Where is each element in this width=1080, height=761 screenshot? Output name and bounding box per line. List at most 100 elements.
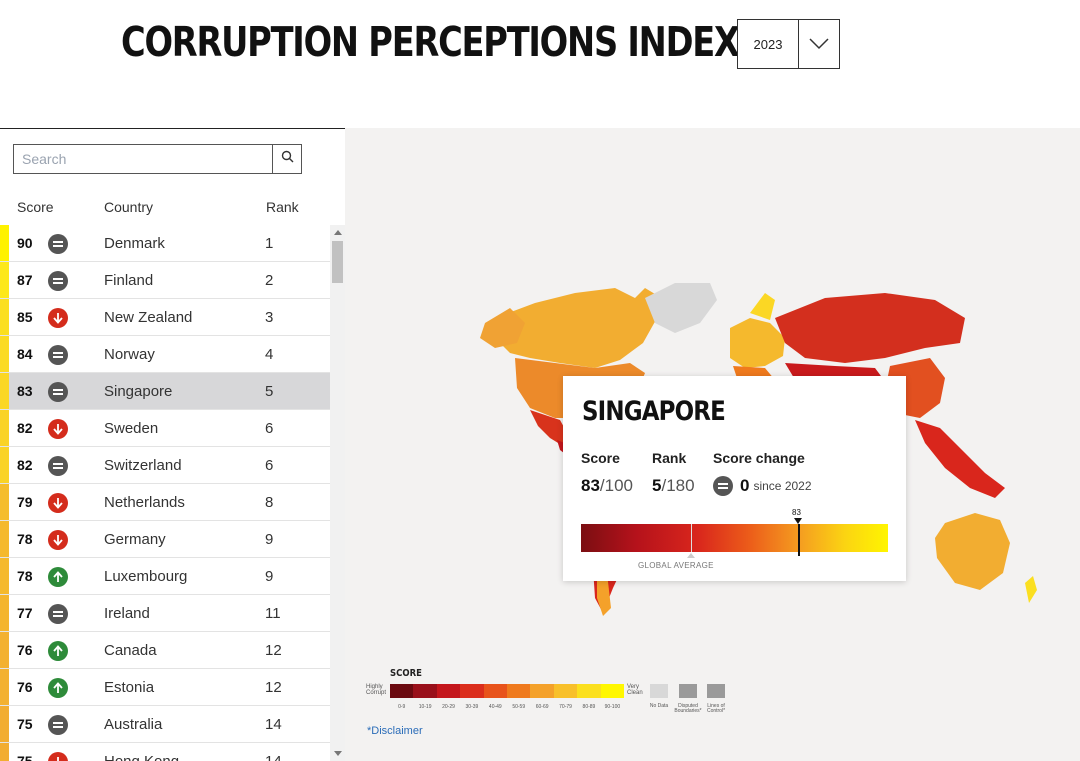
map-new-zealand[interactable] — [1025, 576, 1037, 603]
score-color-bar — [0, 484, 9, 520]
column-rank[interactable]: Rank — [266, 199, 299, 215]
popup-change-label: Score change — [713, 450, 805, 466]
row-rank: 9 — [265, 531, 274, 548]
legend-swatch — [483, 684, 508, 698]
row-rank: 3 — [265, 309, 274, 326]
legend-title: SCORE — [390, 668, 422, 679]
legend-range-label: 30-39 — [465, 704, 479, 710]
row-country: Sweden — [104, 420, 159, 437]
row-score: 83 — [17, 383, 33, 399]
scroll-down-arrow-icon[interactable] — [334, 751, 342, 756]
legend-color-scale — [390, 684, 625, 698]
score-color-bar — [0, 262, 9, 298]
arrow-up-icon — [48, 567, 68, 587]
column-country[interactable]: Country — [104, 199, 154, 215]
popup-score-label: Score — [581, 450, 620, 466]
legend-range-labels: 0-9 10-19 20-29 30-39 40-49 50-59 60-69 70-79 80… — [390, 704, 624, 710]
legend-swatch — [577, 684, 601, 698]
score-color-bar — [0, 373, 9, 409]
year-dropdown[interactable]: 2023 — [737, 19, 840, 69]
legend-lines-label: Lines of Control* — [706, 703, 726, 714]
page-title: CORRUPTION PERCEPTIONS INDEX — [121, 18, 740, 66]
scroll-up-arrow-icon[interactable] — [334, 230, 342, 235]
row-rank: 9 — [265, 568, 274, 585]
row-score: 76 — [17, 679, 33, 695]
row-country: Denmark — [104, 235, 165, 252]
popup-rank-label: Rank — [652, 450, 687, 466]
list-scrollbar[interactable] — [330, 225, 345, 761]
row-score: 85 — [17, 309, 33, 325]
row-score: 76 — [17, 642, 33, 658]
map-canada[interactable] — [495, 288, 665, 368]
row-country: Finland — [104, 272, 154, 289]
country-row[interactable]: 90 Denmark 1 — [0, 225, 330, 262]
map-russia[interactable] — [775, 293, 965, 363]
legend-swatch — [530, 684, 554, 698]
country-row[interactable]: 83 Singapore 5 — [0, 373, 330, 410]
score-marker-triangle — [794, 518, 802, 524]
map-europe[interactable] — [730, 318, 785, 368]
row-country: Estonia — [104, 679, 155, 696]
legend-left-label: Highly Corrupt — [366, 684, 387, 696]
country-row[interactable]: 79 Netherlands 8 — [0, 484, 330, 521]
country-row[interactable]: 77 Ireland 11 — [0, 595, 330, 632]
legend-lines-swatch — [707, 684, 725, 698]
score-color-bar — [0, 595, 9, 631]
global-average-label: GLOBAL AVERAGE — [638, 561, 714, 570]
legend-range-label: 50-59 — [512, 704, 526, 710]
row-rank: 14 — [265, 716, 282, 733]
score-marker-value: 83 — [792, 508, 801, 517]
country-row[interactable]: 82 Switzerland 6 — [0, 447, 330, 484]
chevron-down-icon[interactable] — [799, 20, 839, 68]
list-column-headers: Score Country Rank — [0, 196, 345, 224]
map-mexico[interactable] — [530, 410, 570, 446]
country-row[interactable]: 76 Canada 12 — [0, 632, 330, 669]
row-score: 87 — [17, 272, 33, 288]
legend-range-label: 90-100 — [604, 704, 621, 710]
row-rank: 12 — [265, 642, 282, 659]
country-row[interactable]: 85 New Zealand 3 — [0, 299, 330, 336]
arrow-down-icon — [48, 752, 68, 761]
popup-country-name: SINGAPORE — [582, 396, 726, 427]
year-value: 2023 — [738, 20, 799, 68]
arrow-up-icon — [48, 641, 68, 661]
map-scandinavia[interactable] — [750, 293, 775, 320]
map-southeast-asia[interactable] — [915, 420, 1005, 498]
map-alaska[interactable] — [480, 308, 525, 348]
row-rank: 1 — [265, 235, 274, 252]
legend-disputed-label: Disputed Boundaries* — [674, 703, 702, 714]
country-row[interactable]: 78 Luxembourg 9 — [0, 558, 330, 595]
popup-rank-value: 5/180 — [652, 476, 695, 495]
legend-range-label: 10-19 — [418, 704, 432, 710]
country-row[interactable]: 82 Sweden 6 — [0, 410, 330, 447]
country-row[interactable]: 78 Germany 9 — [0, 521, 330, 558]
country-row[interactable]: 75 Australia 14 — [0, 706, 330, 743]
column-score[interactable]: Score — [17, 199, 54, 215]
equal-icon — [713, 476, 733, 496]
scroll-thumb[interactable] — [332, 241, 343, 283]
legend-swatch — [413, 684, 437, 698]
row-rank: 4 — [265, 346, 274, 363]
row-country: Netherlands — [104, 494, 185, 511]
country-row[interactable]: 75 Hong Kong 14 — [0, 743, 330, 761]
row-score: 90 — [17, 235, 33, 251]
search-input[interactable] — [14, 145, 272, 173]
row-rank: 14 — [265, 753, 282, 761]
row-score: 78 — [17, 531, 33, 547]
legend-range-label: 80-89 — [582, 704, 596, 710]
country-row[interactable]: 87 Finland 2 — [0, 262, 330, 299]
country-row[interactable]: 76 Estonia 12 — [0, 669, 330, 706]
search-button[interactable] — [272, 145, 301, 173]
row-rank: 6 — [265, 420, 274, 437]
equal-icon — [48, 604, 68, 624]
legend-swatch — [436, 684, 461, 698]
score-color-bar — [0, 225, 9, 261]
popup-change-value: 0 since 2022 — [713, 476, 812, 496]
row-country: Canada — [104, 642, 157, 659]
arrow-down-icon — [48, 419, 68, 439]
country-row[interactable]: 84 Norway 4 — [0, 336, 330, 373]
legend-swatch — [390, 684, 414, 698]
map-australia[interactable] — [935, 513, 1010, 590]
legend-range-label: 40-49 — [488, 704, 502, 710]
disclaimer-link[interactable]: *Disclaimer — [367, 725, 423, 737]
